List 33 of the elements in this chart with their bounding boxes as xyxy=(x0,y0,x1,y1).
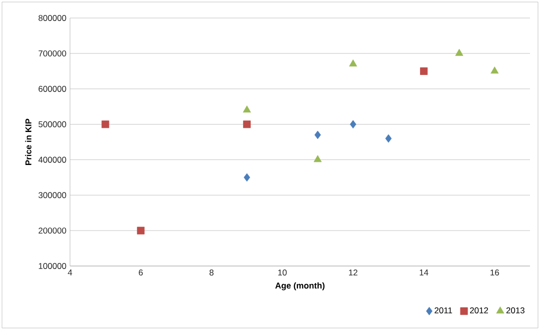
point xyxy=(349,59,358,66)
point xyxy=(314,155,322,162)
point xyxy=(242,106,251,113)
point xyxy=(243,120,251,128)
y-tick-label: 300000 xyxy=(38,192,66,198)
point xyxy=(136,226,145,234)
y-tick-label: 700000 xyxy=(38,50,66,56)
y-axis-title: Price in KIP xyxy=(25,118,32,165)
y-tick-label: 500000 xyxy=(38,121,66,128)
y-tick-label: 800000 xyxy=(38,15,66,21)
x-tick-label: 6 xyxy=(138,270,143,276)
legend-label: 2011 xyxy=(434,307,452,314)
x-tick-label: 16 xyxy=(490,270,499,276)
x-tick-label: 14 xyxy=(420,270,428,276)
x-tick-label: 10 xyxy=(278,270,287,276)
point xyxy=(314,130,321,140)
y-tick-label: 100000 xyxy=(38,263,66,269)
point xyxy=(244,173,250,182)
point xyxy=(102,120,110,128)
y-tick-label: 600000 xyxy=(38,86,66,92)
x-tick-label: 8 xyxy=(210,270,214,276)
y-tick-label: 400000 xyxy=(38,156,66,163)
point xyxy=(385,134,392,143)
point xyxy=(420,67,428,75)
point xyxy=(350,120,356,128)
point xyxy=(455,48,464,56)
legend-label: 2012 xyxy=(470,307,488,314)
y-tick-label: 200000 xyxy=(38,228,66,234)
legend-label: 2013 xyxy=(506,307,524,314)
point xyxy=(490,66,499,74)
x-tick-label: 4 xyxy=(68,270,72,276)
x-tick-label: 12 xyxy=(349,270,358,276)
x-axis-title: Age (month) xyxy=(275,282,324,290)
